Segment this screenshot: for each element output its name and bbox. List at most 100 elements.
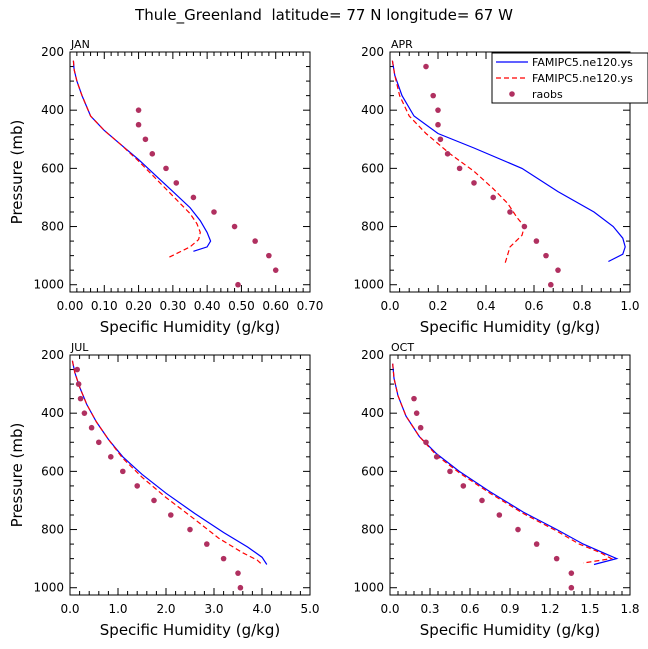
raobs-point [433,454,440,460]
x-tick-label: 0.50 [228,299,255,313]
raobs-point [96,439,102,446]
panel-oct: 0.0 0.3 0.6 0.9 1.2 1.5 1.8 200 400 600 800 1000 OCT… [353,341,639,639]
y-tick-label: 600 [41,161,64,175]
x-tick-label: 3.0 [204,602,223,616]
series-line-dashed [391,60,526,264]
raobs-point [252,238,258,244]
series-line-dashed [392,363,614,564]
y-tick-label: 400 [41,406,64,420]
plot-frame [389,354,631,596]
raobs-point [190,194,197,201]
x-tick-label: 0.6 [524,299,543,313]
x-tick-label: 0.0 [380,602,399,616]
x-tick-label: 0.4 [476,299,495,313]
y-tick-label: 200 [41,348,64,362]
raobs-point [168,512,174,518]
x-tick-label: 0.40 [194,299,221,313]
series-line-dashed [71,360,263,565]
series-line-solid [72,60,212,252]
raobs-point [220,555,227,562]
raobs-point [272,267,279,273]
panel-jan: 0.00 0.10 0.20 0.30 0.40 0.50 0.60 0.70 200 400 60… [8,38,323,336]
x-tick-label: 0.8 [572,299,591,313]
x-tick-label: 1.8 [620,602,639,616]
raobs-point [120,468,126,475]
raobs-point [88,424,95,431]
legend-label: raobs [532,88,563,101]
y-tick-label: 1000 [353,278,384,292]
series-group [392,363,619,591]
y-tick-label: 400 [361,406,384,420]
chart-title: Thule_Greenland latitude= 77 N longitude… [135,6,513,24]
series-group [72,60,279,288]
y-tick-label: 200 [41,45,64,59]
raobs-point [235,570,241,576]
y-tick-label: 1000 [33,278,64,292]
raobs-point [553,555,560,562]
x-tick-label: 0.00 [57,299,84,313]
x-tick-label: 1.0 [620,299,639,313]
x-tick-label: 1.5 [580,602,599,616]
y-tick-label: 1000 [353,581,384,595]
raobs-point [435,107,441,113]
plot-frame [69,354,311,596]
x-tick-label: 4.0 [252,602,271,616]
y-axis-label: Pressure (mb) [8,120,26,225]
raobs-point [447,468,453,475]
y-tick-label: 600 [361,161,384,175]
x-tick-label: 0.10 [91,299,118,313]
series-group [71,360,268,591]
x-tick-label: 5.0 [300,602,319,616]
series-line-solid [71,360,268,565]
raobs-point [411,395,417,402]
raobs-point [204,541,210,547]
x-tick-label: 0.3 [420,602,439,616]
x-tick-label: 1.2 [540,602,559,616]
raobs-point [430,92,437,99]
y-tick-label: 200 [361,348,384,362]
raobs-point [81,410,88,416]
panel-jul: 0.0 1.0 2.0 3.0 4.0 5.0 200 400 600 800 1000 JUL Spe… [8,341,320,639]
series-line-solid [391,60,626,263]
raobs-point [74,366,80,373]
raobs-point [142,136,149,143]
raobs-point [75,381,82,387]
x-tick-label: 0.0 [60,602,79,616]
series-line-solid [392,363,619,566]
y-tick-label: 1000 [33,581,64,595]
raobs-point [417,424,424,431]
raobs-point [237,584,244,591]
raobs-point [266,252,272,259]
raobs-point [490,194,497,201]
legend-marker-dot [509,91,515,97]
legend: FAMIPC5.ne120.ys FAMIPC5.ne120.ys raobs [491,52,648,104]
raobs-point [423,439,429,446]
x-tick-label: 0.6 [460,602,479,616]
plot-frame [69,51,311,293]
raobs-point [149,151,156,157]
x-tick-label: 0.9 [500,602,519,616]
raobs-point [515,526,521,533]
x-tick-label: 0.20 [125,299,152,313]
y-tick-label: 400 [41,103,64,117]
y-tick-label: 600 [361,464,384,478]
raobs-point [471,180,477,186]
raobs-point [460,483,467,489]
raobs-point [173,180,180,186]
raobs-point [507,209,513,215]
raobs-point [479,497,485,504]
y-tick-label: 400 [361,103,384,117]
panel-label: OCT [391,341,414,354]
raobs-point [231,223,238,230]
x-tick-label: 0.70 [297,299,324,313]
y-axis-label: Pressure (mb) [8,423,26,528]
y-tick-label: 800 [361,220,384,234]
panels-group: 0.00 0.10 0.20 0.30 0.40 0.50 0.60 0.70 200 400 60… [8,38,640,639]
y-tick-label: 200 [361,45,384,59]
x-tick-label: 0.30 [159,299,186,313]
raobs-point [437,136,444,143]
raobs-point [496,512,503,518]
x-tick-label: 0.60 [262,299,289,313]
raobs-point [211,209,217,215]
raobs-point [543,252,549,259]
